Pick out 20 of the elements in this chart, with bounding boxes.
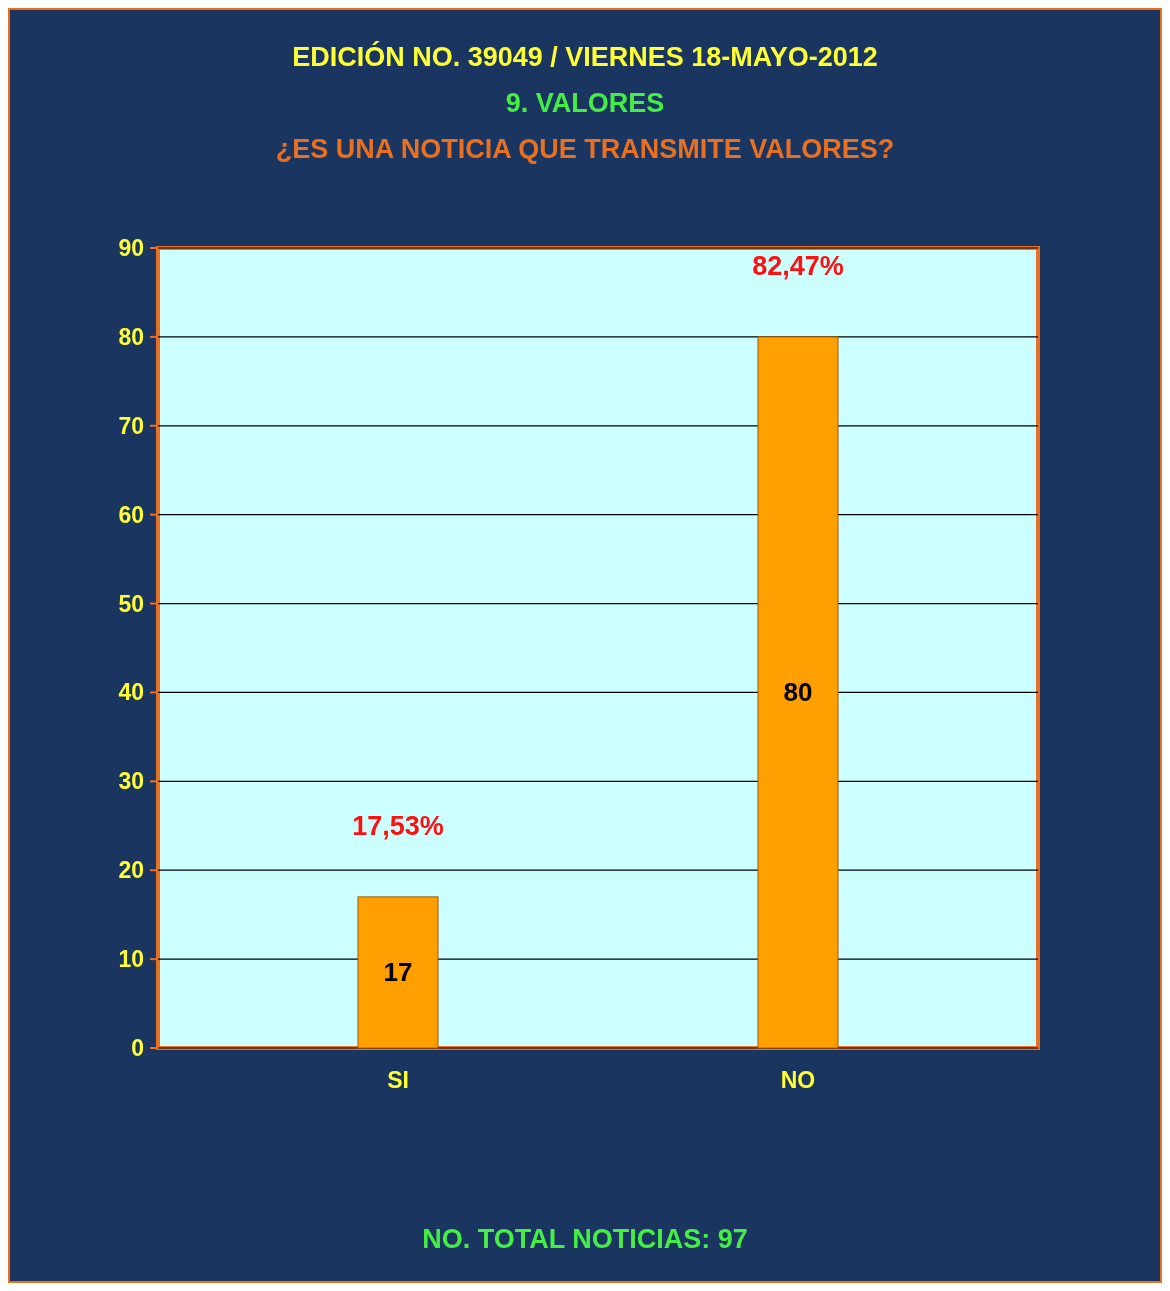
y-tick-label: 70 (118, 412, 144, 439)
y-tick-label: 30 (118, 768, 144, 795)
x-tick-label: NO (780, 1067, 816, 1093)
text: NO. TOTAL NOTICIAS: 97 (422, 1224, 748, 1254)
y-tick-label: 80 (118, 323, 144, 350)
text: ¿ES UNA NOTICIA QUE TRANSMITE VALORES? (275, 134, 895, 164)
annotation: 17,53% (352, 810, 444, 841)
data-label: 17 (383, 957, 413, 988)
y-tick-label: 0 (131, 1035, 144, 1061)
y-tick-label: 10 (118, 946, 144, 973)
y-tick-label: 90 (118, 235, 144, 261)
y-tick-label: 20 (118, 857, 144, 884)
annotation: 82,47% (752, 250, 844, 281)
y-tick-label: 40 (118, 679, 144, 706)
x-tick-label: SI (387, 1067, 409, 1093)
chart-subtitle: 9. VALORES (505, 88, 665, 118)
data-label: 80 (783, 677, 813, 708)
chart-title: EDICIÓN NO. 39049 / VIERNES 18-MAYO-2012 (292, 41, 878, 72)
y-tick-label: 60 (118, 501, 144, 528)
y-tick-label: 50 (118, 590, 144, 617)
